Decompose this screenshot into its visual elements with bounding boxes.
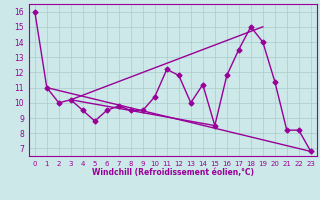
X-axis label: Windchill (Refroidissement éolien,°C): Windchill (Refroidissement éolien,°C) xyxy=(92,168,254,177)
